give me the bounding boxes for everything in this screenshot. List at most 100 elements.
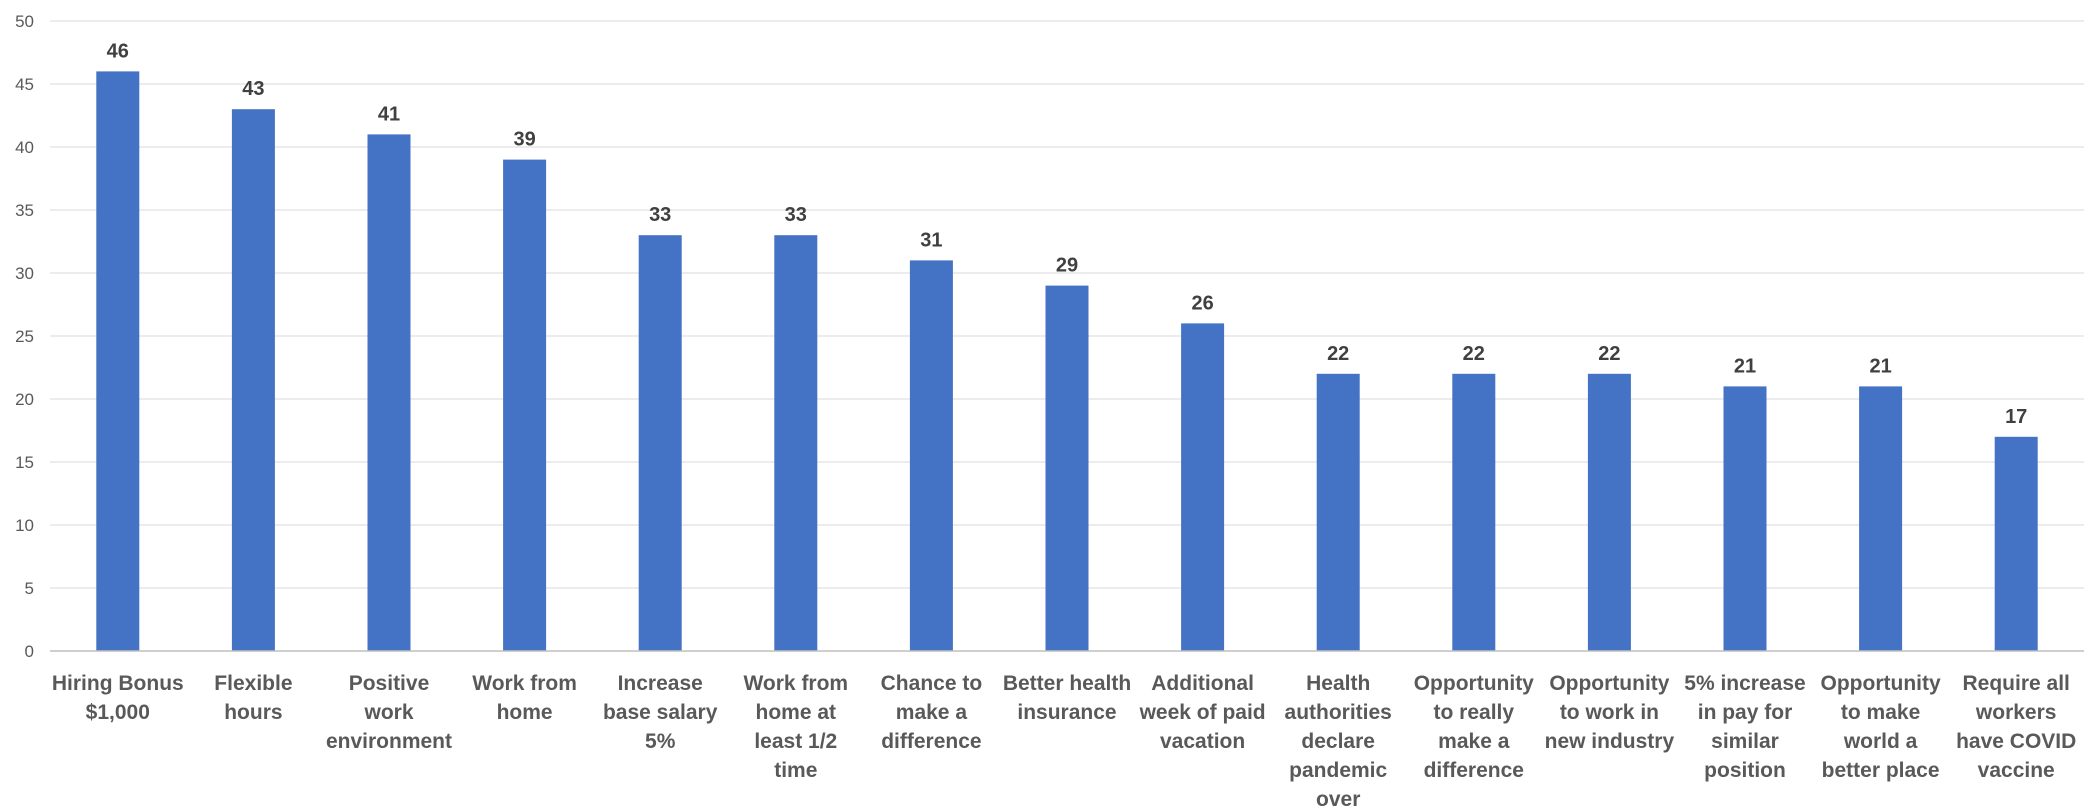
x-tick-label: Positive work environment xyxy=(326,672,452,753)
data-label: 22 xyxy=(1463,343,1485,365)
x-tick-label-line: least 1/2 xyxy=(754,730,837,753)
data-label: 17 xyxy=(2005,406,2027,428)
x-tick-label: Increase base salary 5% xyxy=(603,672,718,753)
bar xyxy=(1587,373,1631,651)
bars xyxy=(96,71,2038,651)
x-tick-label-line: pandemic xyxy=(1289,759,1387,782)
y-tick-label: 35 xyxy=(15,201,34,220)
y-tick-label: 50 xyxy=(15,12,34,31)
x-tick-label: Work from home xyxy=(472,672,577,724)
bar xyxy=(1316,373,1360,651)
x-tick-label-line: declare xyxy=(1301,730,1375,753)
x-tick-label-line: Flexible xyxy=(214,672,292,695)
x-tick-label-line: Positive xyxy=(349,672,430,695)
x-tick-label-line: environment xyxy=(326,730,452,753)
x-tick-label-line: Require all xyxy=(1963,672,2070,695)
x-tick-label-line: base salary xyxy=(603,701,718,724)
data-label: 33 xyxy=(785,204,807,226)
y-tick-label: 10 xyxy=(15,516,34,535)
x-tick-label-line: home at xyxy=(756,701,837,724)
x-tick-label-line: time xyxy=(774,759,817,782)
x-tick-label-line: home xyxy=(497,701,553,724)
x-tick-label: Health authorities declare pandemic over xyxy=(1285,672,1392,808)
y-axis-ticks: 0 5 10 15 20 25 30 35 40 45 50 xyxy=(15,12,34,661)
x-tick-label-line: Work from xyxy=(472,672,577,695)
bar xyxy=(1994,436,2038,651)
x-tick-label: Opportunity to work in new industry xyxy=(1545,672,1675,753)
x-tick-label: Additional week of paid vacation xyxy=(1139,672,1266,753)
x-tick-label-line: Work from xyxy=(743,672,848,695)
x-tick-label: Work from home at least 1/2 time xyxy=(743,672,848,782)
x-tick-label-line: Chance to xyxy=(881,672,983,695)
x-tick-label-line: position xyxy=(1704,759,1786,782)
x-tick-label-line: better place xyxy=(1822,759,1940,782)
y-tick-label: 0 xyxy=(25,642,34,661)
x-tick-label-line: vacation xyxy=(1160,730,1245,753)
x-tick-label-line: Increase xyxy=(618,672,703,695)
x-tick-label-line: vaccine xyxy=(1978,759,2055,782)
x-tick-label: Better health insurance xyxy=(1003,672,1131,724)
data-label: 33 xyxy=(649,204,671,226)
x-tick-label-line: Opportunity xyxy=(1549,672,1669,695)
x-tick-label-line: in pay for xyxy=(1698,701,1793,724)
x-tick-label-line: make a xyxy=(896,701,968,724)
x-tick-label-line: new industry xyxy=(1545,730,1675,753)
x-tick-label-line: $1,000 xyxy=(86,701,150,724)
y-tick-label: 5 xyxy=(25,579,34,598)
bar xyxy=(503,159,547,651)
data-label: 29 xyxy=(1056,255,1078,277)
x-tick-label: Hiring Bonus $1,000 xyxy=(52,672,184,724)
data-label: 39 xyxy=(513,129,535,151)
x-tick-label-line: world a xyxy=(1843,730,1918,753)
data-label: 41 xyxy=(378,103,400,125)
x-tick-label-line: difference xyxy=(881,730,981,753)
x-tick-label: Flexible hours xyxy=(214,672,292,724)
x-tick-label-line: difference xyxy=(1424,759,1524,782)
y-tick-label: 30 xyxy=(15,264,34,283)
x-tick-label-line: insurance xyxy=(1017,701,1116,724)
x-tick-label-line: work xyxy=(363,701,413,724)
y-tick-label: 25 xyxy=(15,327,34,346)
bar xyxy=(367,134,411,651)
x-axis-labels: Hiring Bonus $1,000 Flexible hours Positive w… xyxy=(52,672,2076,808)
x-tick-label-line: to really xyxy=(1434,701,1515,724)
x-tick-label-line: Opportunity xyxy=(1414,672,1534,695)
x-tick-label-line: Hiring Bonus xyxy=(52,672,184,695)
y-tick-label: 15 xyxy=(15,453,34,472)
y-tick-label: 40 xyxy=(15,138,34,157)
x-tick-label: Require all workers have COVID vaccine xyxy=(1956,672,2076,782)
x-tick-label-line: over xyxy=(1316,788,1360,808)
data-label: 46 xyxy=(107,40,129,62)
data-label: 22 xyxy=(1598,343,1620,365)
bar xyxy=(909,260,953,651)
x-tick-label-line: to make xyxy=(1841,701,1920,724)
x-tick-label-line: Health xyxy=(1306,672,1370,695)
data-label: 31 xyxy=(920,229,942,251)
x-tick-label-line: to work in xyxy=(1560,701,1659,724)
bar xyxy=(1452,373,1496,651)
bar xyxy=(231,109,275,651)
x-tick-label-line: Better health xyxy=(1003,672,1131,695)
y-tick-label: 20 xyxy=(15,390,34,409)
x-tick-label-line: 5% increase xyxy=(1684,672,1805,695)
x-tick-label-line: Opportunity xyxy=(1821,672,1941,695)
x-tick-label-line: week of paid xyxy=(1139,701,1266,724)
data-label: 26 xyxy=(1191,292,1213,314)
bar xyxy=(774,235,818,651)
x-tick-label: Opportunity to really make a difference xyxy=(1414,672,1534,782)
data-label: 43 xyxy=(242,78,264,100)
x-tick-label-line: workers xyxy=(1975,701,2057,724)
bar xyxy=(638,235,682,651)
bar xyxy=(96,71,140,651)
x-tick-label: Opportunity to make world a better place xyxy=(1821,672,1941,782)
bar xyxy=(1859,386,1903,651)
x-tick-label: Chance to make a difference xyxy=(881,672,983,753)
x-tick-label-line: similar xyxy=(1711,730,1779,753)
x-tick-label: 5% increase in pay for similar position xyxy=(1684,672,1805,782)
x-tick-label-line: Additional xyxy=(1151,672,1254,695)
x-tick-label-line: authorities xyxy=(1285,701,1392,724)
data-label: 21 xyxy=(1734,355,1756,377)
data-labels: 46 43 41 39 33 33 31 29 26 22 22 22 21 21 17 xyxy=(107,40,2028,427)
